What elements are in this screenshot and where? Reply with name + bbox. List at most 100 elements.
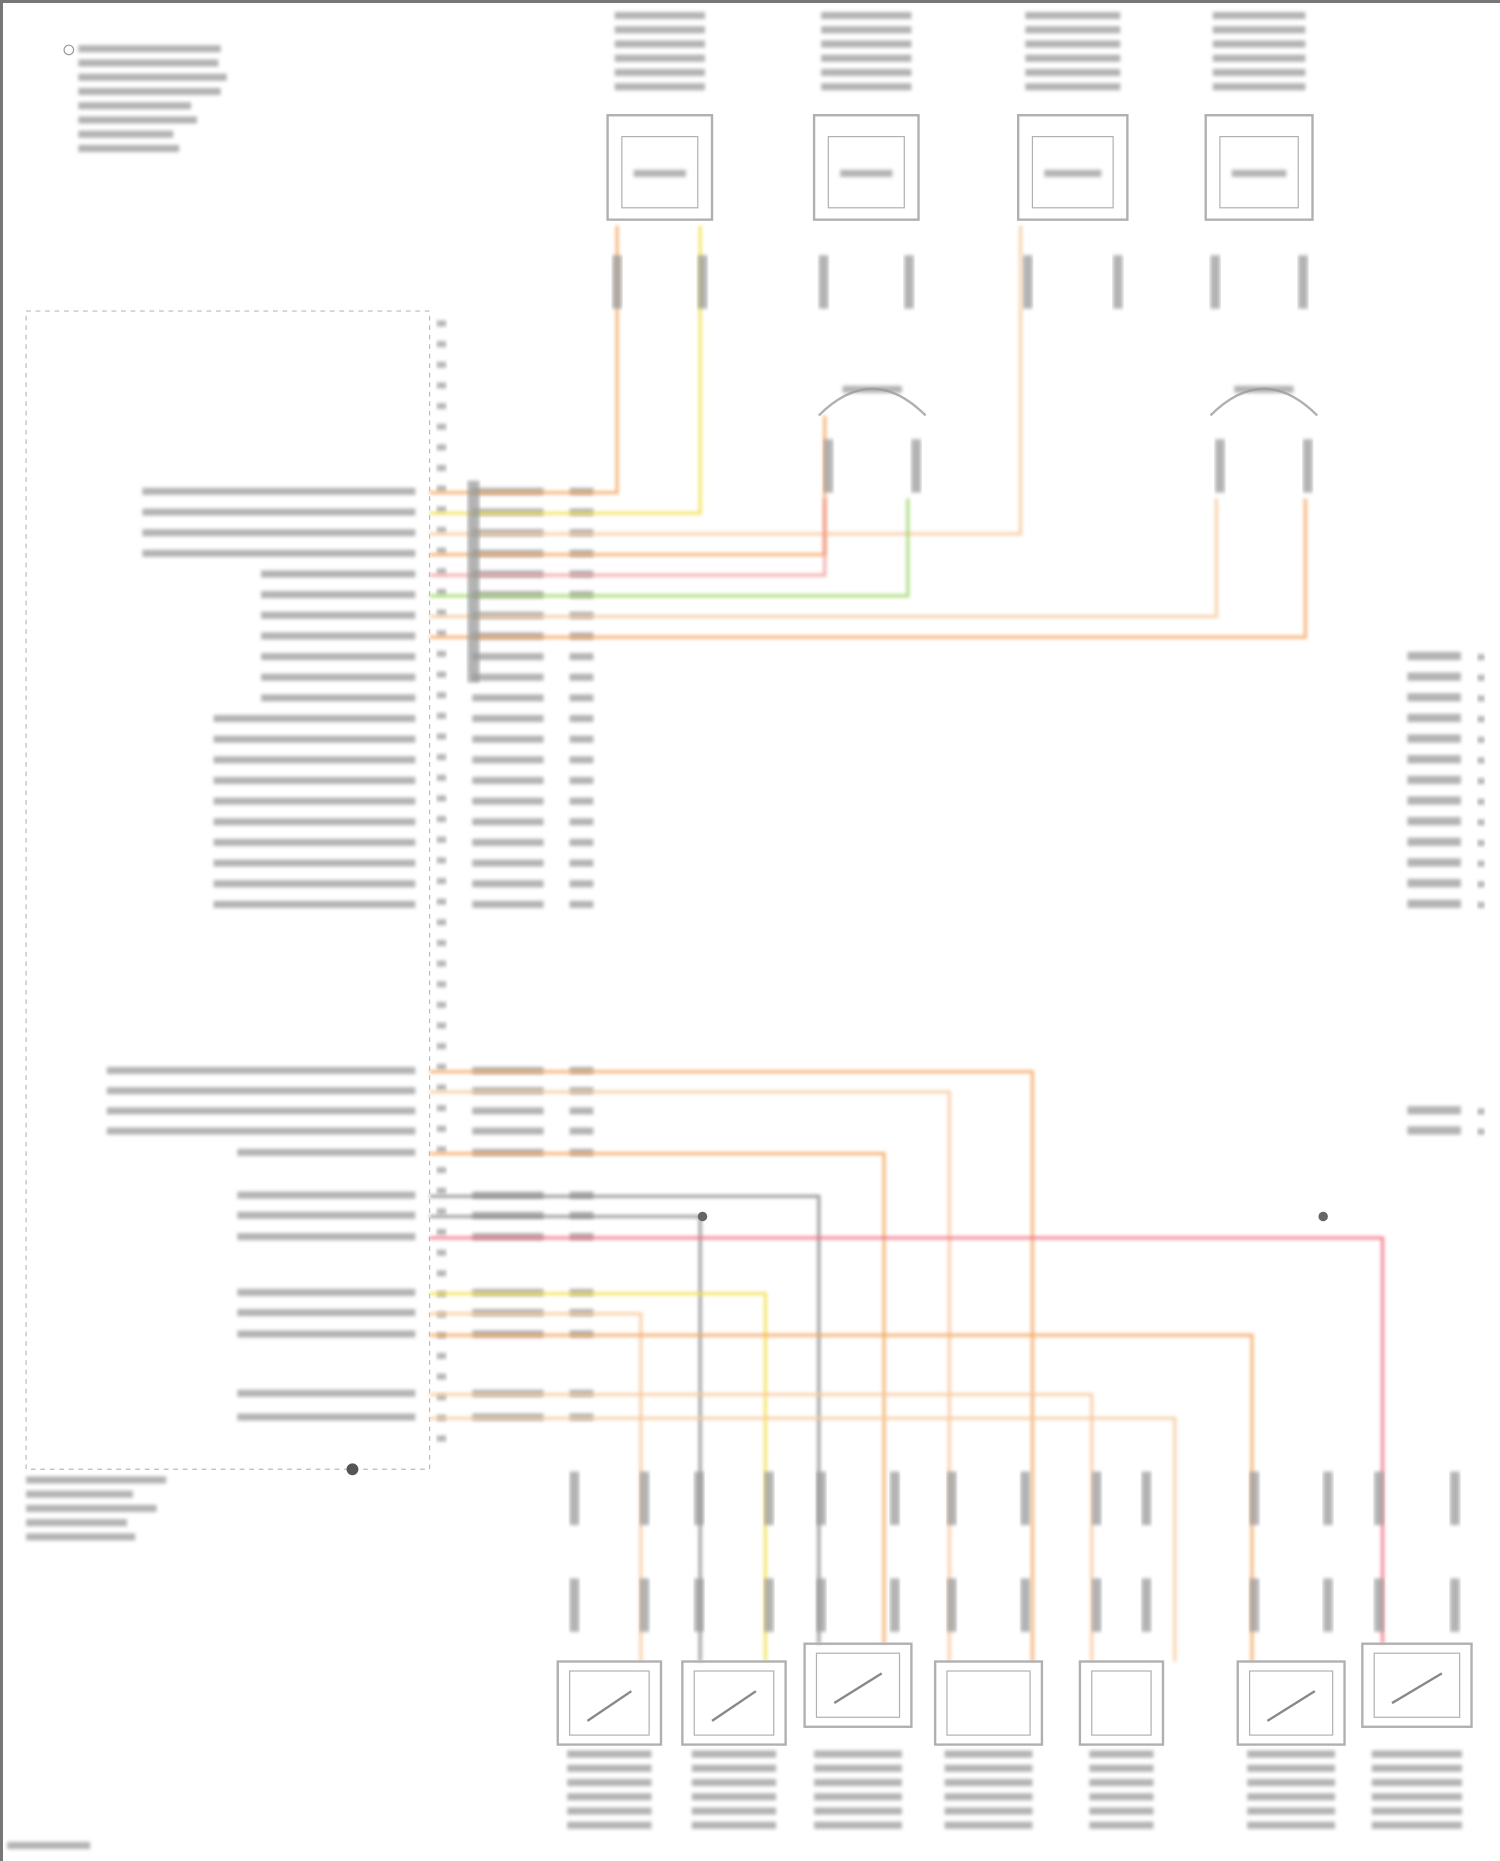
circuit-label — [261, 570, 416, 578]
connector-pin-number — [1477, 778, 1485, 785]
module-label-line — [26, 1490, 133, 1498]
wire-callout — [1020, 1471, 1031, 1526]
wire-callout — [1091, 1578, 1102, 1632]
pin-number — [436, 1270, 447, 1277]
switch-icon — [1391, 1672, 1443, 1705]
connector-pin-number — [1477, 716, 1485, 723]
note-text-line — [78, 73, 227, 81]
component-label-line — [1212, 68, 1306, 77]
wire-callout — [890, 1471, 900, 1526]
circuit-label — [142, 549, 416, 557]
component-label-line — [944, 1750, 1033, 1758]
wire — [429, 1333, 1254, 1662]
pin-number — [436, 650, 447, 657]
wire-callout — [911, 439, 921, 493]
component-label-line — [1025, 68, 1121, 77]
pin-number — [436, 919, 447, 926]
airbag-module — [606, 114, 714, 221]
wire — [429, 498, 910, 598]
component-label-line — [691, 1764, 777, 1772]
circuit-label — [261, 673, 416, 681]
wire — [429, 1416, 1177, 1662]
pin-number — [436, 1249, 447, 1256]
note-icon — [63, 44, 75, 56]
component-label-line — [1247, 1793, 1336, 1801]
component-inner — [1091, 1670, 1152, 1736]
pin-number — [436, 320, 447, 327]
component-label-line — [821, 26, 912, 34]
component-label-line — [944, 1778, 1033, 1787]
pin-number — [436, 506, 447, 513]
pin-number — [436, 382, 447, 389]
note-text-line — [78, 59, 219, 67]
pin-number — [436, 630, 447, 637]
component-label-line — [814, 1778, 902, 1787]
airbag-module — [812, 114, 920, 221]
component-label-line — [944, 1821, 1033, 1829]
connector-pin-number — [1477, 881, 1485, 888]
circuit-label — [213, 900, 416, 908]
circuit-label — [106, 1127, 416, 1135]
component-label-line — [1089, 1793, 1154, 1801]
connector-pin-number — [1477, 757, 1485, 764]
component-label-line — [567, 1821, 652, 1829]
connector-pin-number — [1477, 819, 1485, 826]
wire — [429, 1292, 767, 1662]
circuit-label — [213, 838, 416, 847]
wire-callout — [1450, 1471, 1460, 1526]
connector-pin-number — [1477, 902, 1485, 908]
connector-pin-number — [1477, 1128, 1485, 1135]
wire-callout — [639, 1471, 650, 1526]
component-label-line — [1371, 1750, 1463, 1758]
circuit-label — [237, 1211, 416, 1219]
circuit-label — [142, 529, 416, 537]
component-label-line — [1247, 1750, 1336, 1758]
wire-callout — [946, 1578, 957, 1632]
connector-wire-code — [1407, 878, 1461, 888]
connector-wire-code — [1407, 734, 1461, 743]
connector-pin-number — [1477, 654, 1485, 661]
ground-point — [346, 1463, 359, 1476]
component-inner — [1373, 1652, 1461, 1718]
component-inner — [946, 1670, 1031, 1736]
wire-callout — [1298, 255, 1308, 309]
component-label-line — [1212, 11, 1306, 20]
pin-number — [436, 423, 447, 430]
connector-wire-code — [1407, 837, 1461, 847]
pin-number — [436, 1373, 447, 1380]
component-label-line — [614, 26, 705, 34]
airbag-inner — [1031, 135, 1114, 209]
pin-number — [436, 671, 447, 678]
pin-number — [436, 1125, 447, 1132]
wire-callout — [697, 255, 708, 309]
component-label-line — [567, 1793, 652, 1801]
component-label-line — [567, 1807, 652, 1815]
connector-label — [842, 385, 902, 393]
wire-callout — [1141, 1578, 1152, 1632]
circuit-label — [106, 1087, 416, 1095]
connector-pin-number — [1477, 695, 1485, 702]
wire-callout — [1323, 1471, 1333, 1526]
wire — [429, 1214, 702, 1662]
circuit-label — [261, 653, 416, 661]
connector-pin-number — [1477, 840, 1485, 847]
wire-callout — [1020, 1578, 1031, 1632]
pin-number — [436, 1394, 447, 1401]
wire-callout — [1022, 255, 1033, 309]
circuit-label — [213, 859, 416, 867]
seat-belt-component — [1361, 1642, 1473, 1728]
wire — [429, 1090, 951, 1662]
pin-number — [436, 1208, 447, 1215]
pin-number — [436, 1022, 447, 1029]
component-label-line — [614, 83, 705, 91]
pin-number — [436, 1229, 447, 1236]
wire-callout — [946, 1471, 957, 1526]
pin-number — [436, 1352, 447, 1359]
pin-number — [436, 1043, 447, 1050]
circuit-label — [261, 632, 416, 640]
circuit-label — [213, 818, 416, 826]
component-label-line — [814, 1764, 902, 1772]
pin-number — [436, 1001, 447, 1008]
pin-number — [436, 898, 447, 905]
note-text-line — [78, 45, 221, 53]
